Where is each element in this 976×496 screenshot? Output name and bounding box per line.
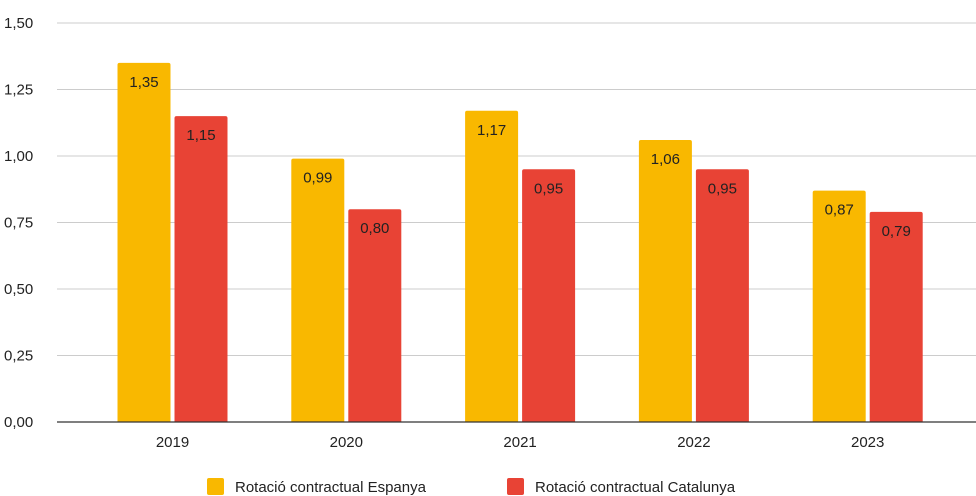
x-tick-label: 2022 [677,434,710,451]
y-tick-label: 1,50 [4,15,33,32]
y-tick-label: 1,00 [4,148,33,165]
data-label: 0,87 [825,202,854,219]
data-label: 1,35 [129,74,158,91]
bar-catalunya-2020 [348,209,402,422]
bar-catalunya-2021 [522,169,576,422]
y-tick-label: 0,50 [4,281,33,298]
data-label: 0,95 [708,180,737,197]
bar-espanya-2021 [465,110,519,422]
data-label: 0,80 [360,220,389,237]
bar-espanya-2023 [812,190,866,422]
y-tick-label: 1,25 [4,82,33,99]
data-label: 0,95 [534,180,563,197]
y-axis: 0,00 0,25 0,50 0,75 1,00 1,25 1,50 [4,15,33,431]
y-tick-label: 0,25 [4,348,33,365]
bar-espanya-2022 [638,140,692,423]
data-label: 1,06 [651,151,680,168]
x-tick-label: 2021 [503,434,536,451]
legend-label: Rotació contractual Espanya [235,479,427,496]
bar-espanya-2019 [117,62,171,423]
data-label: 0,79 [882,223,911,240]
bars: 1,35 1,15 0,99 0,80 1,17 0,95 1,06 0,95 0,87 0,79 [117,62,923,423]
legend: Rotació contractual Espanya Rotació contr… [207,478,736,496]
data-label: 1,17 [477,122,506,139]
bar-catalunya-2023 [869,211,923,422]
x-tick-label: 2020 [330,434,363,451]
legend-swatch [207,478,224,495]
bar-catalunya-2019 [174,116,228,422]
y-tick-label: 0,00 [4,414,33,431]
x-axis: 2019 2020 2021 2022 2023 [57,421,976,451]
x-tick-label: 2019 [156,434,189,451]
legend-swatch [507,478,524,495]
data-label: 1,15 [186,127,215,144]
y-tick-label: 0,75 [4,215,33,232]
bar-catalunya-2022 [695,169,749,422]
data-label: 0,99 [303,170,332,187]
legend-label: Rotació contractual Catalunya [535,479,736,496]
bar-espanya-2020 [291,158,345,422]
x-tick-label: 2023 [851,434,884,451]
